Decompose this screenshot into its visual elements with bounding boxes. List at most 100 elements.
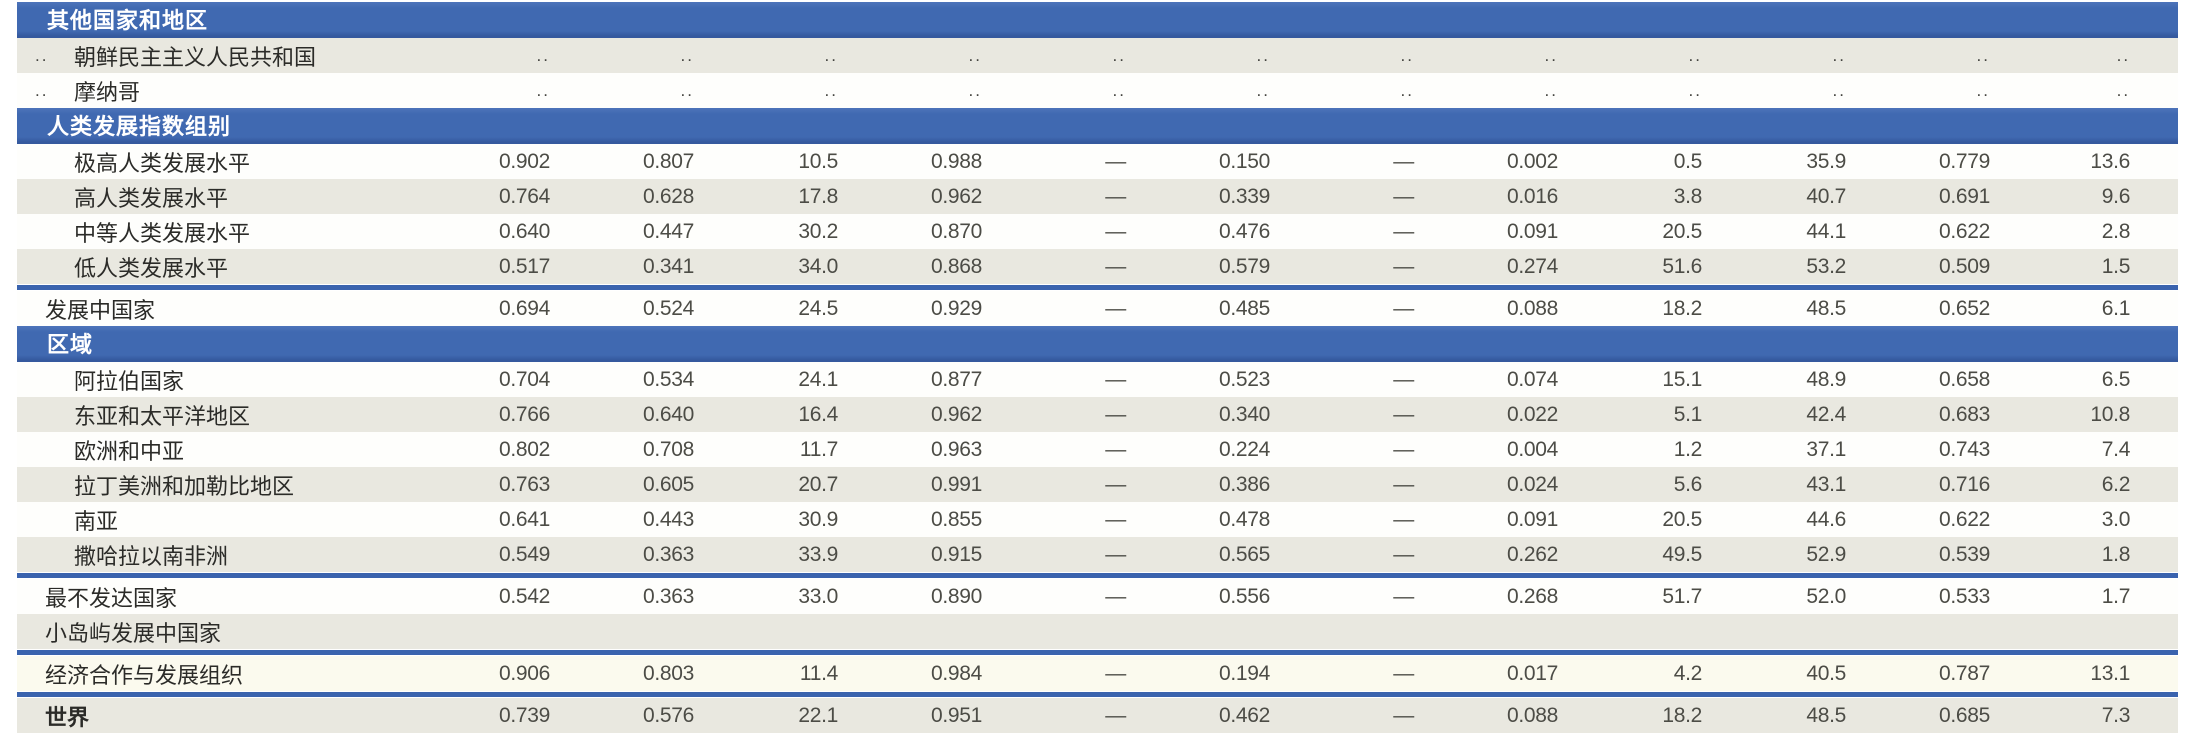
value-cell: 52.9 (1702, 537, 1846, 572)
row-label: 南亚 (74, 508, 119, 534)
value-cell: 6.1 (1990, 291, 2179, 326)
value-cell: — (982, 579, 1126, 614)
value-cell: 0.787 (1846, 656, 1990, 691)
table-row: 高人类发展水平 0.764 0.628 17.8 0.962—0.339—0.016 3.… (17, 179, 2179, 214)
value-cell: .. (550, 38, 694, 73)
value-cell: 0.5 (1558, 144, 1702, 179)
row-label: 高人类发展水平 (74, 185, 229, 211)
value-cell: 0.088 (1414, 291, 1558, 326)
value-cell: 0.868 (838, 249, 982, 284)
value-cell: 17.8 (694, 179, 838, 214)
value-cell: 0.262 (1414, 537, 1558, 572)
value-cell: 0.622 (1846, 214, 1990, 249)
value-cell: 0.658 (1846, 362, 1990, 397)
value-cell: 34.0 (694, 249, 838, 284)
value-cell: .. (1126, 73, 1270, 108)
value-cell: 42.4 (1702, 397, 1846, 432)
value-cell: 44.6 (1702, 502, 1846, 537)
table-row: 欧洲和中亚 0.802 0.708 11.7 0.963—0.224—0.004 1.2 3… (17, 432, 2179, 467)
value-cell (1270, 614, 1414, 649)
table-row: .. 摩纳哥........................ (17, 73, 2179, 108)
table-row: 南亚 0.641 0.443 30.9 0.855—0.478—0.091 20.5 44.… (17, 502, 2179, 537)
aggregates-table-container: 其他国家和地区.. 朝鲜民主主义人民共和国....................… (17, 2, 2179, 733)
value-cell: 9.6 (1990, 179, 2179, 214)
value-cell: 0.877 (838, 362, 982, 397)
row-label-cell: 经济合作与发展组织 (17, 656, 406, 691)
row-label: 极高人类发展水平 (74, 150, 251, 176)
value-cell: — (982, 362, 1126, 397)
value-cell: 0.991 (838, 467, 982, 502)
value-cell: 0.579 (1126, 249, 1270, 284)
value-cell: 0.274 (1414, 249, 1558, 284)
value-cell: 0.988 (838, 144, 982, 179)
value-cell: 1.7 (1990, 579, 2179, 614)
value-cell: 0.534 (550, 362, 694, 397)
value-cell: 20.5 (1558, 502, 1702, 537)
value-cell: — (982, 432, 1126, 467)
table-row: 小岛屿发展中国家 (17, 614, 2179, 649)
value-cell: 0.549 (406, 537, 550, 572)
value-cell (1990, 614, 2179, 649)
value-cell: .. (1846, 38, 1990, 73)
value-cell: — (1270, 656, 1414, 691)
value-cell: 22.1 (694, 698, 838, 733)
value-cell: 0.691 (1846, 179, 1990, 214)
value-cell: — (982, 144, 1126, 179)
row-rank: .. (35, 45, 49, 65)
value-cell: — (982, 291, 1126, 326)
value-cell: 5.1 (1558, 397, 1702, 432)
value-cell: 35.9 (1702, 144, 1846, 179)
value-cell: 7.3 (1990, 698, 2179, 733)
value-cell (406, 614, 550, 649)
value-cell: 0.855 (838, 502, 982, 537)
value-cell: 40.7 (1702, 179, 1846, 214)
row-label: 阿拉伯国家 (74, 368, 185, 394)
value-cell: — (982, 179, 1126, 214)
table-row: .. 朝鲜民主主义人民共和国........................ (17, 38, 2179, 73)
value-cell: 0.476 (1126, 214, 1270, 249)
value-cell: 0.766 (406, 397, 550, 432)
value-cell: .. (1846, 73, 1990, 108)
row-label-cell: 南亚 (17, 502, 406, 537)
row-label: 最不发达国家 (45, 585, 178, 611)
value-cell: 48.5 (1702, 291, 1846, 326)
value-cell: — (1270, 537, 1414, 572)
value-cell: 0.683 (1846, 397, 1990, 432)
row-label-cell: .. 摩纳哥 (17, 73, 406, 108)
value-cell: 5.6 (1558, 467, 1702, 502)
value-cell: 16.4 (694, 397, 838, 432)
value-cell: 0.509 (1846, 249, 1990, 284)
value-cell: — (1270, 432, 1414, 467)
section-divider (17, 572, 2179, 579)
value-cell: 51.7 (1558, 579, 1702, 614)
value-cell: 20.7 (694, 467, 838, 502)
value-cell: .. (694, 38, 838, 73)
section-header-label: 人类发展指数组别 (17, 108, 2179, 144)
value-cell: 18.2 (1558, 698, 1702, 733)
value-cell: 0.652 (1846, 291, 1990, 326)
value-cell: .. (1558, 73, 1702, 108)
table-row: 世界 0.739 0.576 22.1 0.951—0.462—0.088 18.2 48.… (17, 698, 2179, 733)
value-cell: .. (1270, 38, 1414, 73)
value-cell: 0.194 (1126, 656, 1270, 691)
table-row: 发展中国家 0.694 0.524 24.5 0.929—0.485—0.088 18.2… (17, 291, 2179, 326)
value-cell: 0.002 (1414, 144, 1558, 179)
value-cell: 0.622 (1846, 502, 1990, 537)
value-cell: 37.1 (1702, 432, 1846, 467)
value-cell: — (982, 698, 1126, 733)
hdi-aggregates-table: 其他国家和地区.. 朝鲜民主主义人民共和国....................… (17, 2, 2179, 733)
value-cell: 49.5 (1558, 537, 1702, 572)
row-label: 撒哈拉以南非洲 (74, 543, 229, 569)
value-cell: 0.339 (1126, 179, 1270, 214)
value-cell: 0.523 (1126, 362, 1270, 397)
value-cell: 0.902 (406, 144, 550, 179)
value-cell: 0.565 (1126, 537, 1270, 572)
row-label-cell: 发展中国家 (17, 291, 406, 326)
value-cell: 0.576 (550, 698, 694, 733)
value-cell: 48.5 (1702, 698, 1846, 733)
value-cell: 0.764 (406, 179, 550, 214)
row-label-cell: 低人类发展水平 (17, 249, 406, 284)
value-cell: 0.022 (1414, 397, 1558, 432)
value-cell: 0.447 (550, 214, 694, 249)
value-cell: 0.017 (1414, 656, 1558, 691)
